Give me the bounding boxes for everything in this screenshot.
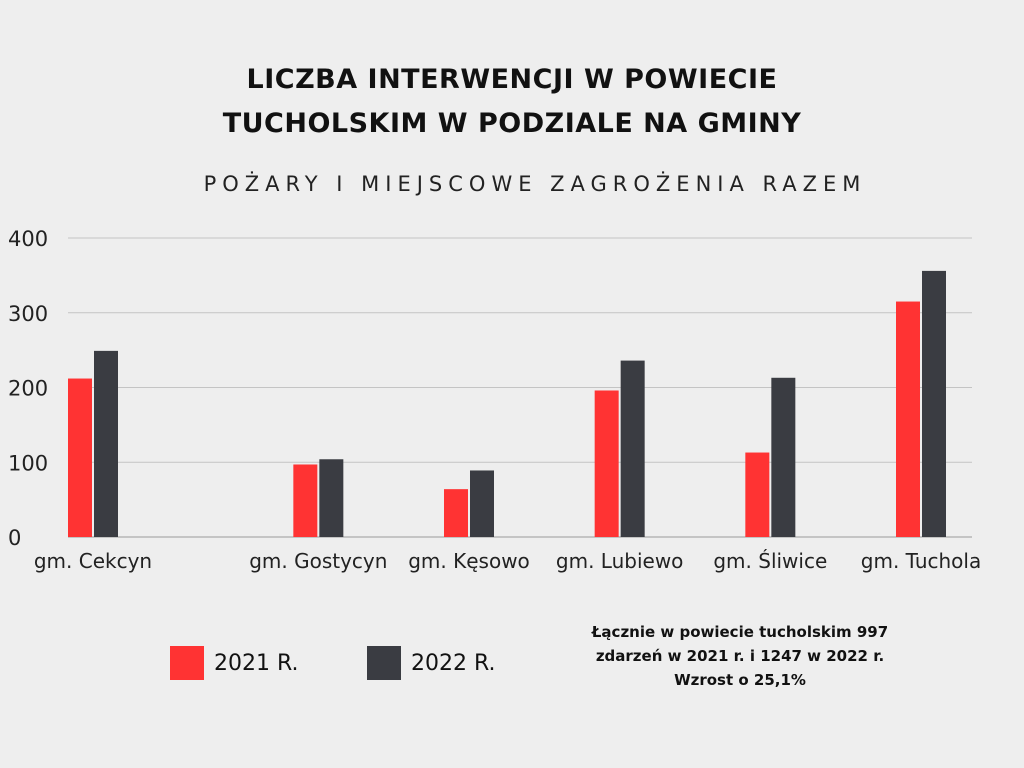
x-tick-label: gm. Lubiewo: [556, 549, 684, 573]
legend-item-2022: 2022 R.: [367, 645, 495, 681]
bar-chart: 0 100 200 300 400 gm. Cekcyn gm. Gostycyn gm. K…: [8, 227, 981, 573]
chart-title: LICZBA INTERWENCJI W POWIECIE TUCHOLSKIM…: [0, 58, 1024, 146]
x-tick-label: gm. Cekcyn: [34, 549, 152, 573]
bar-2021-2: [444, 489, 468, 537]
summary-note-line-2: zdarzeń w 2021 r. i 1247 w 2022 r.: [595, 647, 885, 665]
chart-title-line-1: LICZBA INTERWENCJI W POWIECIE: [246, 64, 778, 95]
chart-title-line-2: TUCHOLSKIM W PODZIALE NA GMINY: [222, 108, 802, 139]
bar-2022-5: [922, 270, 946, 537]
summary-note: Łącznie w powiecie tucholskim 997 zdarze…: [570, 620, 910, 692]
legend-label-2022: 2022 R.: [411, 650, 496, 676]
y-tick-label: 100: [8, 451, 48, 475]
legend-label-2021: 2021 R.: [214, 650, 299, 676]
legend-swatch-2021: [170, 646, 204, 680]
legend-swatch-2022: [367, 646, 401, 680]
summary-note-line-1: Łącznie w powiecie tucholskim 997: [591, 623, 889, 641]
x-tick-label: gm. Śliwice: [713, 549, 827, 573]
bar-2022-2: [470, 470, 494, 537]
bar-2022-1: [319, 459, 344, 537]
bar-2021-4: [745, 452, 770, 537]
y-tick-label: 0: [8, 526, 21, 550]
x-tick-label: gm. Kęsowo: [408, 549, 530, 573]
x-tick-label: gm. Tuchola: [861, 549, 981, 573]
y-tick-label: 300: [8, 302, 48, 326]
bar-2021-5: [896, 301, 920, 537]
bar-2022-0: [94, 350, 118, 537]
bar-2021-0: [68, 378, 92, 537]
bar-2021-3: [594, 390, 619, 537]
chart-subtitle: POŻARY I MIEJSCOWE ZAGROŻENIA RAZEM: [203, 172, 867, 196]
y-tick-label: 400: [8, 227, 48, 251]
summary-note-line-3: Wzrost o 25,1%: [674, 671, 806, 689]
bar-2022-4: [771, 377, 796, 537]
y-tick-label: 200: [8, 377, 48, 401]
x-tick-label: gm. Gostycyn: [249, 549, 387, 573]
bar-2022-3: [620, 360, 645, 537]
legend-item-2021: 2021 R.: [170, 645, 298, 681]
bar-2021-1: [293, 464, 318, 537]
